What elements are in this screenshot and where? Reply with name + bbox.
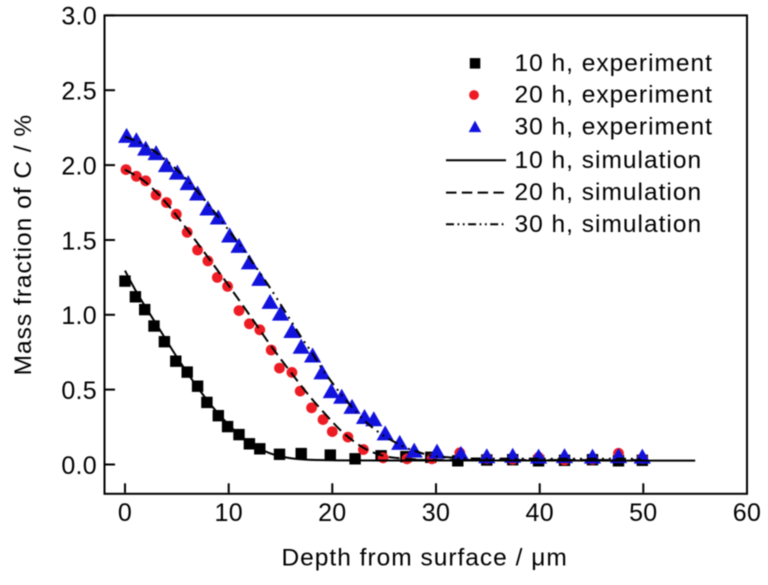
svg-text:2.5: 2.5 bbox=[61, 78, 97, 106]
svg-text:0: 0 bbox=[118, 499, 132, 527]
svg-text:3.0: 3.0 bbox=[61, 3, 97, 31]
svg-text:20: 20 bbox=[318, 499, 346, 527]
svg-text:Depth from surface / μm: Depth from surface / μm bbox=[281, 545, 567, 572]
svg-text:10 h, simulation: 10 h, simulation bbox=[515, 147, 703, 174]
svg-text:20 h, simulation: 20 h, simulation bbox=[515, 179, 703, 206]
svg-text:1.0: 1.0 bbox=[61, 302, 97, 330]
svg-text:30: 30 bbox=[422, 499, 450, 527]
svg-text:Mass fraction of C / %: Mass fraction of C / % bbox=[10, 114, 37, 376]
svg-text:2.0: 2.0 bbox=[61, 152, 97, 180]
svg-text:50: 50 bbox=[629, 499, 657, 527]
svg-text:40: 40 bbox=[525, 499, 553, 527]
svg-text:20 h, experiment: 20 h, experiment bbox=[515, 82, 714, 109]
svg-text:60: 60 bbox=[733, 499, 761, 527]
svg-text:30 h, simulation: 30 h, simulation bbox=[515, 211, 703, 238]
svg-text:0.0: 0.0 bbox=[61, 452, 97, 480]
svg-text:30 h, experiment: 30 h, experiment bbox=[515, 113, 714, 140]
svg-text:0.5: 0.5 bbox=[61, 377, 97, 405]
svg-text:10: 10 bbox=[214, 499, 242, 527]
svg-text:1.5: 1.5 bbox=[61, 227, 97, 255]
svg-text:10 h, experiment: 10 h, experiment bbox=[515, 50, 714, 77]
